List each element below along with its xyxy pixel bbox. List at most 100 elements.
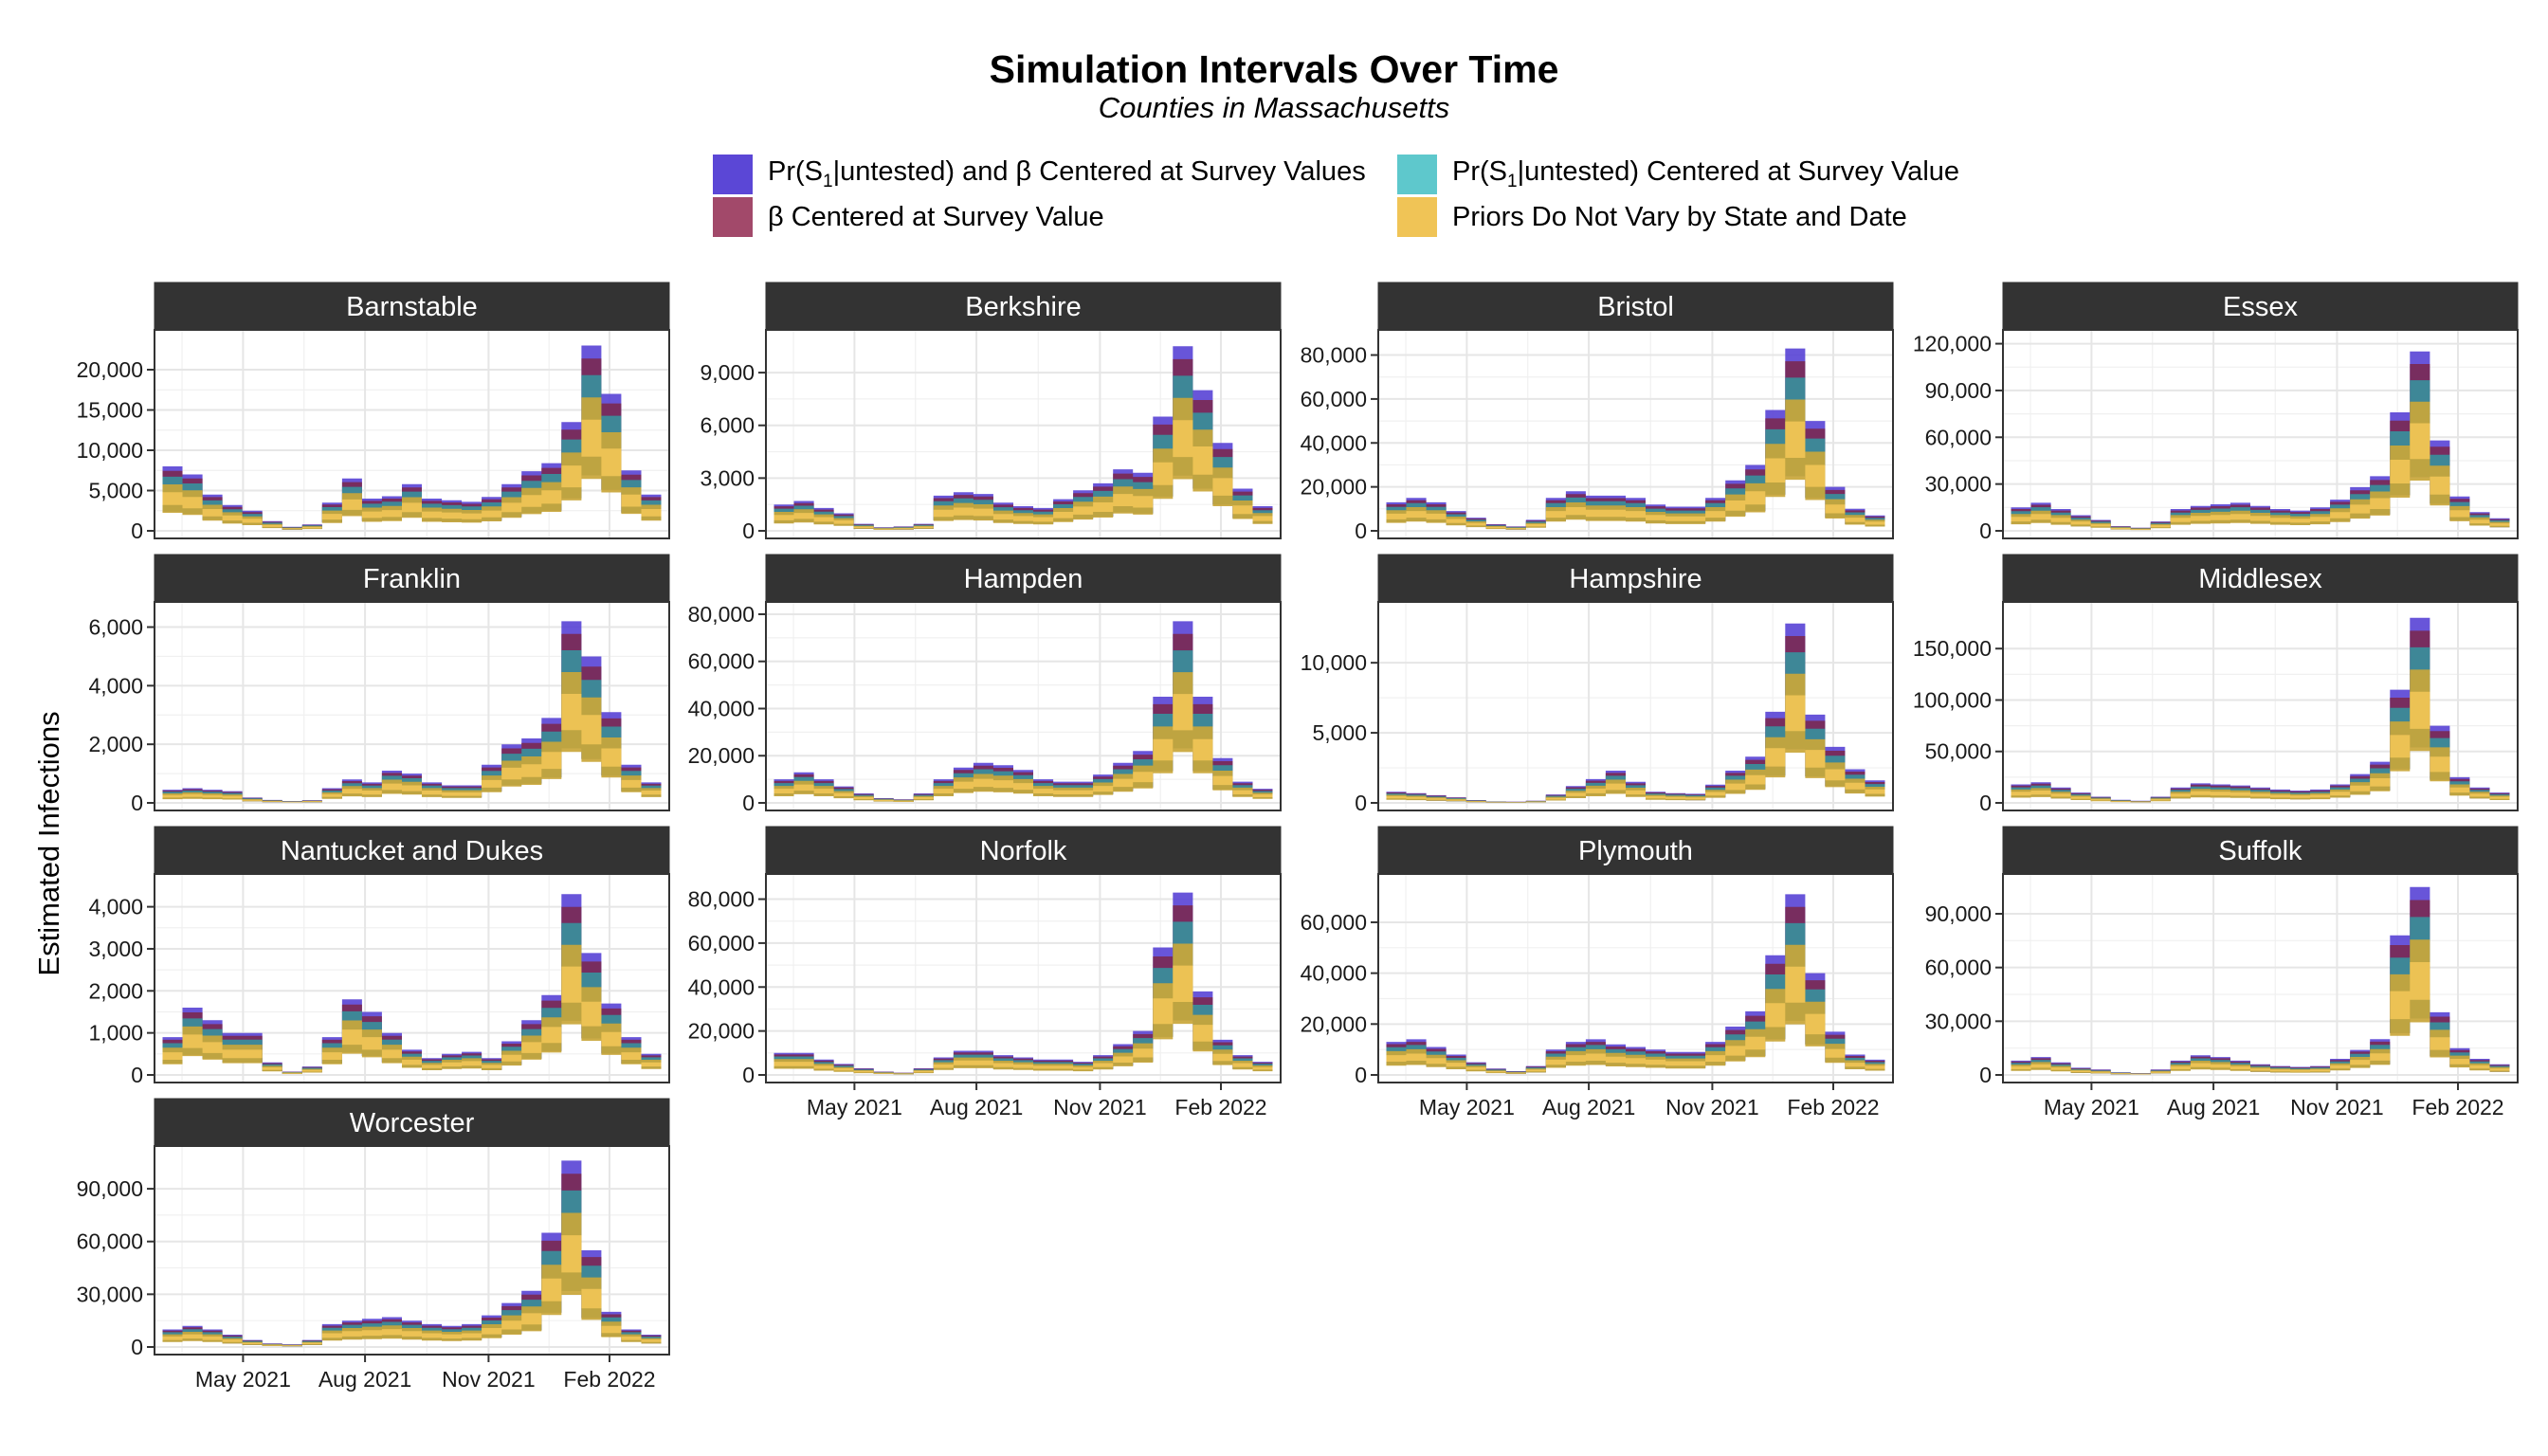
- y-tick-label: 60,000: [1301, 910, 1367, 935]
- y-tick-label: 4,000: [88, 895, 143, 919]
- facet-strip-label: Hampshire: [1569, 564, 1702, 594]
- panel-border: [154, 601, 670, 811]
- facet-panel-suffolk: Suffolk 0 30,000 60,000 90,000 May 2021 Aug 20…: [1925, 826, 2519, 1119]
- y-tick-label: 30,000: [1925, 472, 1992, 497]
- panel-background: [1378, 602, 1893, 810]
- x-tick-label: May 2021: [195, 1367, 291, 1392]
- interval-priors-fixed-core: [2011, 962, 2510, 1075]
- y-tick-label: 40,000: [688, 974, 755, 999]
- y-tick-label: 2,000: [88, 732, 143, 756]
- facet-strip: [2002, 282, 2519, 331]
- facet-strip: [2002, 826, 2519, 875]
- x-tick-label: Feb 2022: [563, 1367, 655, 1392]
- facet-panel-berkshire: Berkshire 0 3,000 6,000 9,000: [700, 282, 1282, 543]
- y-tick-label: 1,000: [88, 1021, 143, 1046]
- interval-priors-fixed: [774, 672, 1273, 802]
- y-tick-label: 40,000: [688, 696, 755, 720]
- interval-pr-centered: [774, 650, 1273, 802]
- x-tick-label: Nov 2021: [442, 1367, 535, 1392]
- y-tick-label: 80,000: [1301, 343, 1367, 368]
- panel-border: [2002, 601, 2519, 811]
- interval-pr-centered: [1386, 652, 1885, 803]
- y-tick-label: 0: [1979, 1063, 1992, 1087]
- y-tick-label: 20,000: [77, 357, 143, 382]
- y-tick-label: 90,000: [1925, 378, 1992, 403]
- facet-strip-label: Berkshire: [965, 292, 1082, 322]
- interval-priors-fixed-core: [2011, 691, 2510, 803]
- panel-border: [1377, 873, 1894, 1083]
- x-tick-label: Nov 2021: [2290, 1095, 2383, 1119]
- facet-panel-bristol: Bristol 0 20,000 40,000 60,000 80,000: [1301, 282, 1894, 543]
- facet-strip: [154, 554, 670, 603]
- y-tick-label: 60,000: [1925, 956, 1992, 980]
- y-tick-label: 5,000: [1312, 720, 1367, 745]
- y-tick-label: 2,000: [88, 978, 143, 1003]
- facet-strip-label: Norfolk: [980, 836, 1067, 866]
- facet-panel-worcester: Worcester 0 30,000 60,000 90,000 May 2021 Aug …: [77, 1098, 670, 1392]
- x-tick-label: Nov 2021: [1665, 1095, 1758, 1119]
- y-tick-label: 90,000: [77, 1176, 143, 1201]
- interval-priors-fixed-core: [774, 420, 1273, 530]
- y-tick-label: 80,000: [688, 602, 755, 627]
- facet-strip-label: Nantucket and Dukes: [281, 836, 543, 866]
- y-tick-label: 0: [1355, 519, 1367, 543]
- interval-priors-fixed-core: [774, 965, 1273, 1075]
- interval-priors-fixed-core: [774, 694, 1273, 802]
- facet-strip-label: Middlesex: [2198, 564, 2322, 594]
- panel-border: [154, 873, 670, 1083]
- y-tick-label: 3,000: [88, 937, 143, 961]
- legend-label-pr-centered: Pr(S1|untested) Centered at Survey Value: [1452, 156, 1960, 191]
- y-tick-label: 40,000: [1301, 961, 1367, 986]
- y-tick-label: 80,000: [688, 887, 755, 912]
- panel-border: [1377, 601, 1894, 811]
- facet-strip: [154, 282, 670, 331]
- y-tick-label: 20,000: [688, 1019, 755, 1044]
- x-tick-label: Aug 2021: [2167, 1095, 2260, 1119]
- facet-panel-barnstable: Barnstable 0 5,000 10,000 15,000 20,000: [77, 282, 670, 543]
- y-tick-label: 3,000: [700, 465, 755, 490]
- interval-both-centered: [1386, 623, 1885, 803]
- y-tick-label: 100,000: [1913, 687, 1992, 712]
- facet-strip: [2002, 554, 2519, 603]
- y-tick-label: 0: [131, 1335, 143, 1359]
- y-tick-label: 20,000: [1301, 475, 1367, 500]
- x-tick-label: Nov 2021: [1053, 1095, 1146, 1119]
- panel-border: [765, 329, 1282, 539]
- legend-label-priors-fixed: Priors Do Not Vary by State and Date: [1452, 201, 1907, 232]
- facet-strip: [154, 826, 670, 875]
- legend-key-teal: [1397, 155, 1437, 194]
- interval-priors-fixed: [162, 944, 662, 1074]
- facet-strip-label: Hampden: [964, 564, 1083, 594]
- y-tick-label: 6,000: [700, 413, 755, 438]
- y-tick-label: 0: [1355, 1063, 1367, 1087]
- y-tick-label: 6,000: [88, 615, 143, 640]
- interval-priors-fixed-core: [162, 966, 662, 1074]
- x-tick-label: May 2021: [1419, 1095, 1515, 1119]
- panel-border: [2002, 873, 2519, 1083]
- y-tick-label: 150,000: [1913, 636, 1992, 661]
- facet-strip: [1377, 282, 1894, 331]
- interval-priors-fixed: [162, 1212, 662, 1347]
- facet-strip: [1377, 554, 1894, 603]
- chart-subtitle: Counties in Massachusetts: [1098, 91, 1450, 124]
- y-tick-label: 120,000: [1913, 332, 1992, 356]
- y-tick-label: 60,000: [688, 649, 755, 674]
- legend-item-pr-centered: Pr(S1|untested) Centered at Survey Value: [1397, 154, 1959, 195]
- y-tick-label: 60,000: [1925, 425, 1992, 449]
- interval-priors-fixed: [2011, 401, 2510, 531]
- facet-strip-label: Suffolk: [2218, 836, 2302, 866]
- y-tick-label: 9,000: [700, 360, 755, 385]
- facet-strip: [1377, 826, 1894, 875]
- x-tick-label: May 2021: [2044, 1095, 2139, 1119]
- legend-key-purple: [713, 155, 753, 194]
- facet-panel-hampshire: Hampshire 0 5,000 10,000: [1301, 554, 1894, 815]
- y-tick-label: 60,000: [688, 931, 755, 956]
- interval-priors-fixed-core: [1386, 421, 1885, 530]
- facet-strip-label: Franklin: [363, 564, 461, 594]
- interval-priors-fixed-core: [1386, 695, 1885, 803]
- facet-strip: [765, 826, 1282, 875]
- legend-item-both-centered: Pr(S1|untested) and β Centered at Survey…: [713, 154, 1366, 195]
- y-tick-label: 20,000: [1301, 1011, 1367, 1036]
- y-tick-label: 0: [131, 519, 143, 543]
- chart-title: Simulation Intervals Over Time: [989, 47, 1559, 91]
